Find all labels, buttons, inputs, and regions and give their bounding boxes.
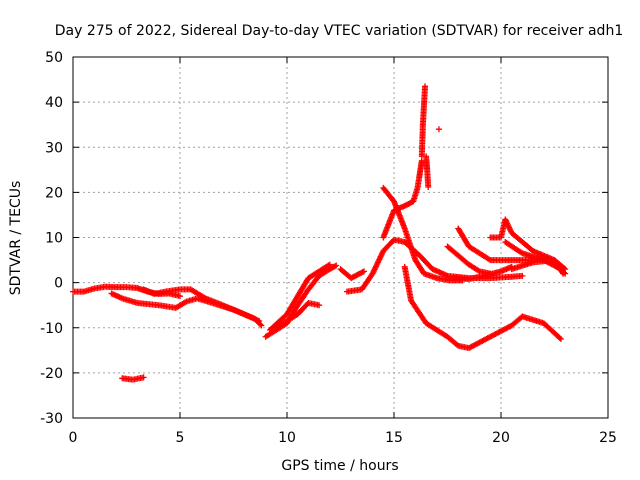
series-arc-4 [140,286,263,324]
data-point [140,374,147,381]
y-axis-label: SDTVAR / TECUs [8,181,24,296]
data-point [257,321,264,328]
data-points [70,83,569,383]
data-point [425,183,432,190]
data-point [256,317,263,324]
chart-title: Day 275 of 2022, Sidereal Day-to-day VTE… [55,23,623,39]
data-point [326,261,333,268]
y-tick-label: 40 [45,95,63,111]
data-point [487,270,494,277]
y-tick-label: 20 [45,185,63,201]
data-point [422,83,429,90]
series-arc-8 [337,266,368,282]
series-arc-12 [423,153,432,190]
data-point [182,299,189,306]
series-arc-9 [343,236,526,295]
series-arc-2 [108,290,265,329]
series-arc-6 [266,261,333,334]
series-arc-5 [262,262,340,340]
data-point [557,336,564,343]
series-arc-7 [273,299,323,331]
series-arc-17 [444,243,494,277]
data-point [177,293,183,300]
x-tick-label: 5 [176,430,185,446]
data-point [559,269,566,276]
data-point [325,262,332,269]
series-arc-22 [508,257,567,277]
x-tick-label: 20 [492,430,510,446]
y-tick-label: 10 [45,231,63,247]
grid-layer [73,57,608,418]
series-arc-3 [119,374,147,383]
x-tick-label: 10 [278,430,296,446]
data-point [518,249,525,256]
x-tick-label: 15 [385,430,403,446]
y-tick-label: 30 [45,140,63,156]
data-point [485,256,492,263]
data-point [333,262,340,269]
x-tick-label: 25 [599,430,617,446]
data-point [435,126,442,133]
y-tick-label: -20 [40,366,63,382]
y-tick-label: 0 [54,276,63,292]
data-point [331,263,338,270]
series-arc-11 [418,83,429,160]
x-tick-label: 0 [69,430,78,446]
data-point [560,270,567,277]
y-tick-label: -10 [40,321,63,337]
x-axis-label: GPS time / hours [281,458,398,474]
data-point [359,269,366,276]
series-arc-14 [380,184,466,284]
tick-layer: 0 5 10 15 20 25 -30 -20 -10 0 10 20 30 40 50 [40,50,617,446]
data-point [454,341,461,348]
data-point [475,267,482,274]
series-arc-21 [519,313,564,343]
y-tick-label: 50 [45,50,63,66]
series-arc-13 [435,126,442,133]
data-point [316,302,323,309]
y-tick-label: -30 [40,411,63,427]
data-point [361,268,368,275]
data-point [556,334,563,341]
data-point [519,272,526,279]
data-point [258,322,265,329]
